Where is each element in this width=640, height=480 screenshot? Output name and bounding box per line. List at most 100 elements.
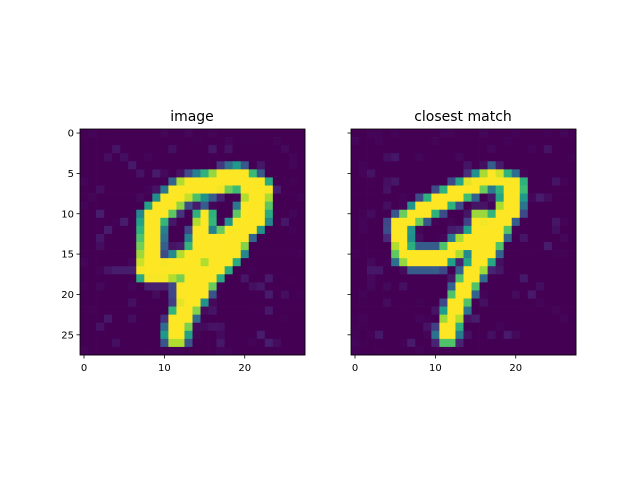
heatmap-cell — [232, 306, 242, 315]
heatmap-cell — [527, 282, 537, 291]
heatmap-cell — [208, 322, 217, 332]
heatmap-cell — [367, 274, 376, 283]
heatmap-cell — [208, 137, 217, 146]
heatmap-cell — [399, 201, 408, 211]
heatmap-cell — [184, 282, 193, 291]
heatmap-cell — [168, 137, 177, 146]
heatmap-cell — [399, 282, 408, 291]
heatmap-cell — [120, 258, 129, 267]
heatmap-cell — [88, 298, 97, 307]
heatmap-cell — [112, 242, 121, 251]
heatmap-cell — [152, 137, 161, 146]
heatmap-cell — [200, 201, 209, 211]
heatmap-cell — [168, 209, 177, 219]
heatmap-cell — [519, 250, 529, 259]
heatmap-cell — [96, 233, 105, 243]
heatmap-cell — [423, 346, 432, 356]
heatmap-cell — [431, 137, 440, 146]
heatmap-cell — [176, 201, 185, 211]
heatmap-cell — [479, 250, 488, 259]
heatmap-cell — [192, 314, 201, 324]
heatmap-cell — [375, 338, 384, 348]
heatmap-cell — [200, 225, 209, 235]
heatmap-cell — [487, 217, 496, 227]
heatmap-cell — [407, 274, 416, 283]
heatmap-cell — [471, 145, 480, 154]
heatmap-cell — [88, 177, 97, 186]
heatmap-cell — [96, 258, 105, 267]
heatmap-cell — [527, 322, 537, 332]
heatmap-cell — [192, 330, 201, 340]
heatmap-cell — [399, 290, 408, 299]
heatmap-cell — [479, 290, 488, 299]
heatmap-cell — [375, 225, 384, 235]
heatmap-cell — [288, 346, 298, 356]
heatmap-cell — [112, 209, 121, 219]
heatmap-cell — [495, 137, 505, 146]
heatmap-cell — [367, 153, 376, 162]
heatmap-cell — [152, 161, 161, 170]
heatmap-cell — [112, 193, 121, 202]
heatmap-cell — [455, 169, 464, 178]
heatmap-cell — [168, 322, 177, 332]
heatmap-cell — [176, 169, 185, 178]
heatmap-cell — [88, 330, 97, 340]
heatmap-cell — [519, 153, 529, 162]
heatmap-cell — [288, 185, 298, 194]
heatmap-cell — [80, 145, 89, 154]
heatmap-cell — [160, 330, 169, 340]
heatmap-cell — [112, 322, 121, 332]
heatmap-cell — [375, 161, 384, 170]
heatmap-cell — [535, 217, 545, 227]
heatmap-cell — [439, 274, 448, 283]
heatmap-cell — [216, 201, 225, 211]
heatmap-cell — [296, 153, 306, 162]
heatmap-cell — [240, 346, 250, 356]
heatmap-cell — [176, 177, 185, 186]
heatmap-cell — [551, 169, 561, 178]
heatmap-cell — [527, 209, 537, 219]
heatmap-cell — [447, 137, 456, 146]
heatmap-cell — [224, 201, 234, 211]
heatmap-cell — [367, 266, 376, 275]
heatmap-cell — [232, 274, 242, 283]
heatmap-cell — [96, 217, 105, 227]
heatmap-cell — [567, 306, 577, 315]
heatmap-cell — [104, 129, 113, 138]
heatmap-cell — [176, 250, 185, 259]
heatmap-cell — [543, 193, 553, 202]
heatmap-cell — [519, 145, 529, 154]
heatmap-cell — [88, 250, 97, 259]
heatmap-cell — [96, 137, 105, 146]
heatmap-cell — [551, 177, 561, 186]
heatmap-cell — [152, 233, 161, 243]
heatmap-cell — [216, 217, 225, 227]
heatmap-cell — [463, 322, 472, 332]
heatmap-cell — [503, 290, 513, 299]
heatmap-cell — [184, 185, 193, 194]
heatmap-cell — [503, 217, 513, 227]
heatmap-cell — [447, 306, 456, 315]
heatmap-cell — [375, 137, 384, 146]
heatmap-cell — [551, 258, 561, 267]
heatmap-cell — [192, 137, 201, 146]
heatmap-cell — [232, 266, 242, 275]
heatmap-cell — [479, 137, 488, 146]
heatmap-cell — [248, 274, 258, 283]
heatmap-cell — [447, 322, 456, 332]
heatmap-cell — [200, 193, 209, 202]
heatmap-cell — [216, 346, 225, 356]
heatmap-cell — [431, 209, 440, 219]
heatmap-cell — [248, 161, 258, 170]
heatmap-cell — [272, 145, 282, 154]
heatmap-cell — [104, 137, 113, 146]
heatmap-cell — [80, 129, 89, 138]
heatmap-cell — [80, 225, 89, 235]
heatmap-cell — [527, 225, 537, 235]
heatmap-cell — [431, 338, 440, 348]
heatmap-cell — [296, 314, 306, 324]
heatmap-cell — [551, 322, 561, 332]
heatmap-cell — [535, 314, 545, 324]
heatmap-cell — [511, 193, 521, 202]
heatmap-cell — [439, 266, 448, 275]
